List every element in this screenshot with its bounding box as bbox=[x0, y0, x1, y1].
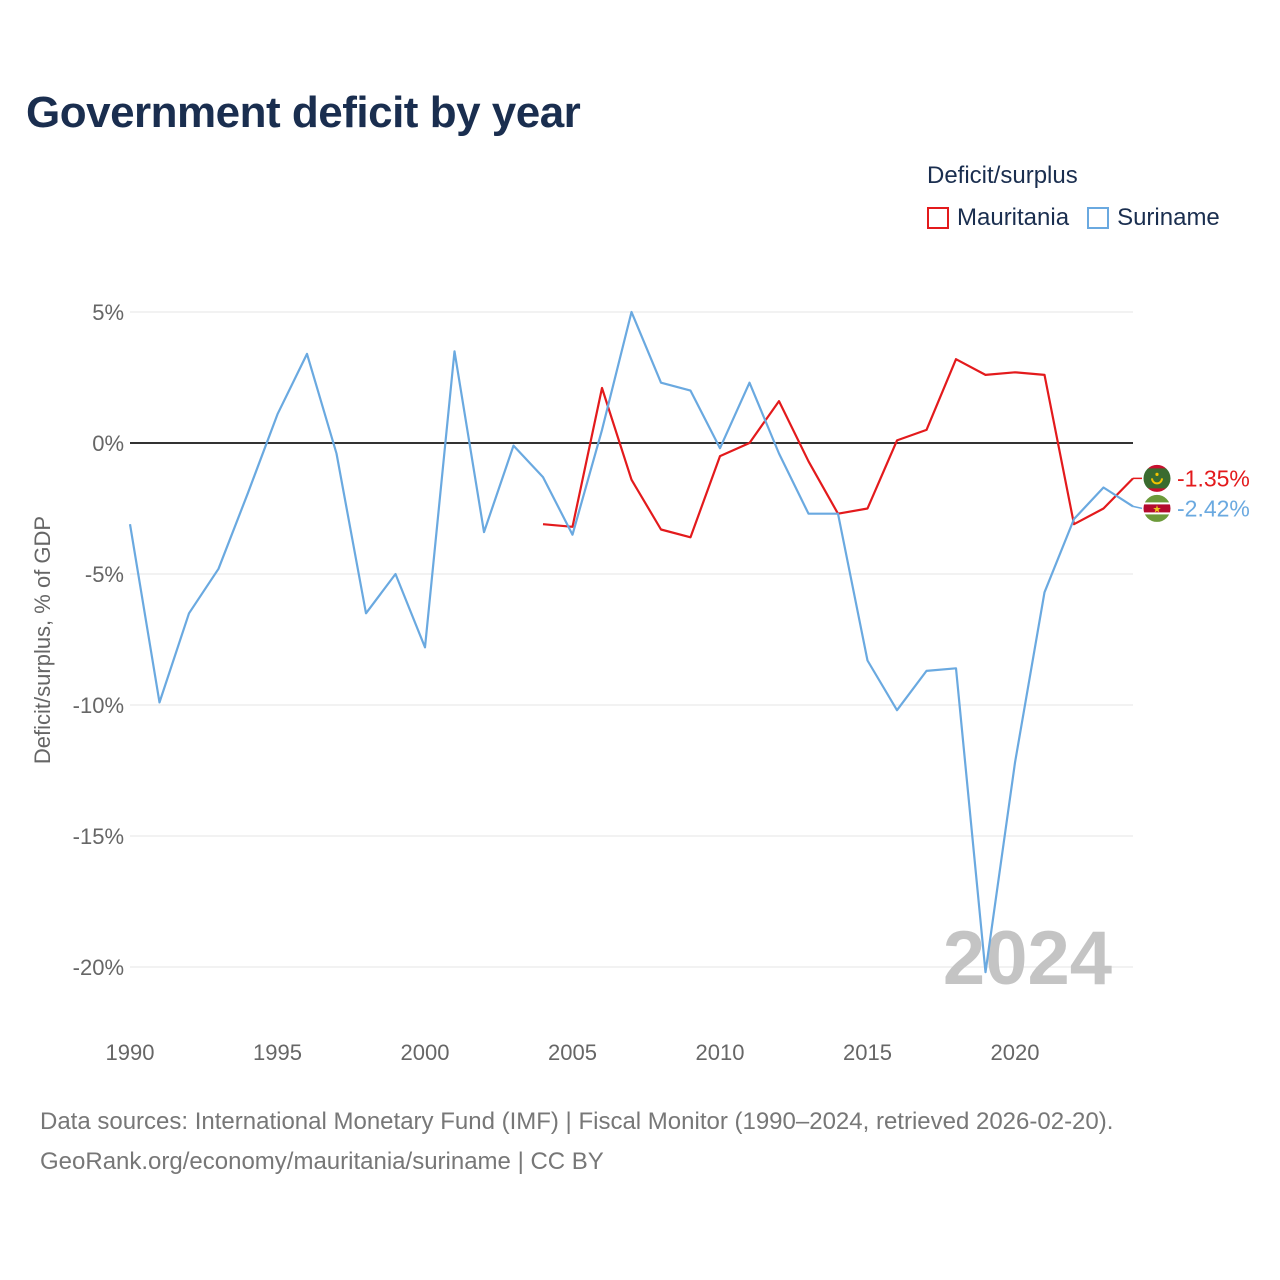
legend-label-suriname: Suriname bbox=[1117, 204, 1220, 231]
source-line-2[interactable]: GeoRank.org/economy/mauritania/suriname … bbox=[40, 1148, 604, 1175]
x-tick-label: 2010 bbox=[696, 1040, 745, 1065]
y-tick-label: 0% bbox=[92, 431, 124, 456]
y-tick-label: 5% bbox=[92, 300, 124, 325]
end-value-label-suriname: -2.42% bbox=[1177, 495, 1250, 521]
end-value-label-mauritania: -1.35% bbox=[1177, 465, 1250, 491]
series-line-suriname[interactable] bbox=[128, 310, 1134, 974]
y-axis-label: Deficit/surplus, % of GDP bbox=[30, 516, 55, 764]
legend-item-mauritania[interactable]: Mauritania bbox=[927, 204, 1069, 232]
mauritania-flag-icon bbox=[1142, 463, 1172, 493]
legend-title: Deficit/surplus bbox=[927, 162, 1078, 189]
x-tick-label: 2020 bbox=[991, 1040, 1040, 1065]
y-tick-label: -10% bbox=[73, 693, 124, 718]
legend-label-mauritania: Mauritania bbox=[957, 204, 1070, 231]
legend-swatch-mauritania bbox=[927, 207, 949, 229]
y-tick-label: -5% bbox=[85, 562, 124, 587]
legend-swatch-suriname bbox=[1087, 207, 1110, 229]
series-line-mauritania[interactable] bbox=[542, 358, 1134, 539]
legend: Deficit/surplus Mauritania Suriname bbox=[927, 162, 1220, 232]
year-watermark: 2024 bbox=[943, 916, 1112, 1001]
x-tick-label: 1990 bbox=[106, 1040, 155, 1065]
y-tick-label: -20% bbox=[73, 955, 124, 980]
x-tick-label: 2005 bbox=[548, 1040, 597, 1065]
x-tick-label: 1995 bbox=[253, 1040, 302, 1065]
source-line-1: Data sources: International Monetary Fun… bbox=[40, 1108, 1114, 1135]
y-tick-label: -15% bbox=[73, 824, 124, 849]
svg-text:★: ★ bbox=[1153, 504, 1162, 515]
x-tick-label: 2015 bbox=[843, 1040, 892, 1065]
suriname-flag-icon: ★ bbox=[1142, 493, 1172, 523]
legend-item-suriname[interactable]: Suriname bbox=[1087, 204, 1220, 232]
end-connector bbox=[1132, 505, 1143, 510]
page-title: Government deficit by year bbox=[26, 88, 581, 137]
x-tick-label: 2000 bbox=[401, 1040, 450, 1065]
